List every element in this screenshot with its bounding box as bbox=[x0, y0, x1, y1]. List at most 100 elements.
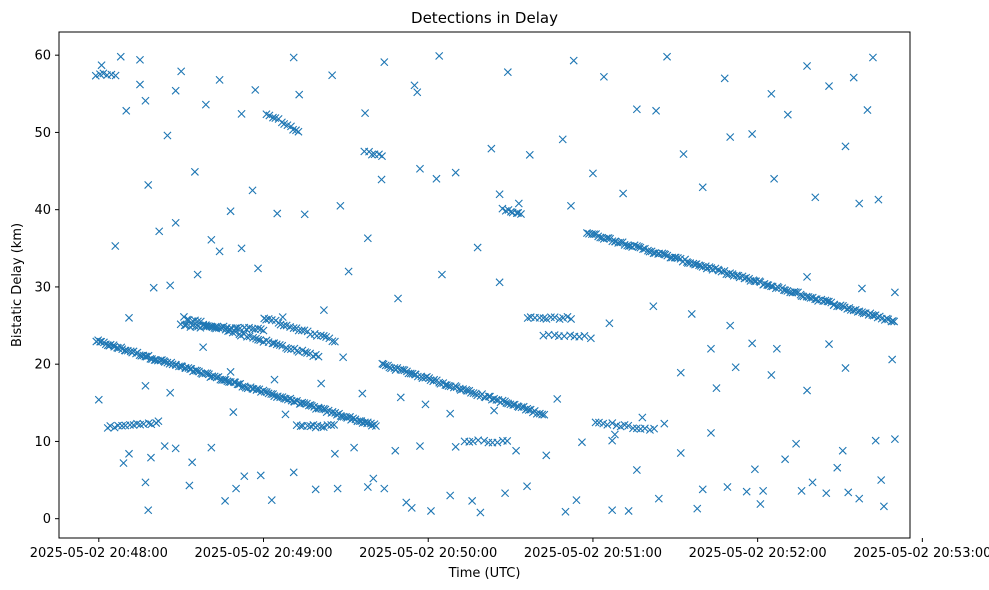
data-point bbox=[289, 468, 298, 477]
data-point bbox=[451, 168, 460, 177]
data-point bbox=[877, 476, 886, 485]
data-point bbox=[97, 337, 106, 346]
data-point bbox=[191, 322, 200, 331]
data-point bbox=[144, 506, 153, 515]
data-point bbox=[330, 449, 339, 458]
data-point bbox=[717, 267, 726, 276]
data-point bbox=[767, 282, 775, 291]
data-point bbox=[517, 403, 526, 412]
data-point bbox=[289, 324, 298, 333]
y-tick-label: 0 bbox=[43, 512, 51, 527]
data-point bbox=[495, 278, 504, 287]
data-point bbox=[811, 193, 820, 202]
data-point bbox=[350, 443, 359, 452]
data-point bbox=[781, 286, 790, 295]
data-point bbox=[229, 408, 238, 417]
data-point bbox=[296, 422, 305, 431]
data-point bbox=[890, 317, 899, 326]
data-point bbox=[748, 339, 757, 348]
data-point bbox=[144, 419, 153, 428]
data-point bbox=[603, 420, 612, 429]
data-point bbox=[580, 331, 589, 340]
chart-title: Detections in Delay bbox=[411, 9, 558, 27]
data-point bbox=[180, 321, 189, 330]
x-axis-ticks: 2025-05-02 20:48:00 2025-05-02 20:49:00 20… bbox=[30, 538, 989, 561]
data-point bbox=[275, 341, 284, 349]
data-point bbox=[516, 210, 525, 219]
data-point bbox=[871, 436, 880, 445]
data-points bbox=[91, 51, 899, 517]
data-point bbox=[349, 414, 358, 423]
data-point bbox=[278, 313, 287, 322]
data-point bbox=[418, 374, 427, 383]
data-point bbox=[590, 230, 599, 239]
data-point bbox=[686, 259, 695, 268]
data-point bbox=[301, 348, 310, 357]
data-point bbox=[144, 180, 153, 189]
data-point bbox=[663, 52, 672, 61]
data-point bbox=[692, 260, 701, 269]
data-point bbox=[712, 384, 721, 393]
data-point bbox=[307, 401, 316, 410]
data-point bbox=[193, 366, 202, 375]
data-point bbox=[294, 127, 303, 136]
data-point bbox=[446, 491, 455, 500]
data-point bbox=[563, 312, 572, 321]
data-point bbox=[654, 494, 663, 503]
data-point bbox=[371, 422, 380, 431]
data-point bbox=[283, 345, 292, 354]
data-point bbox=[118, 421, 127, 430]
data-point bbox=[311, 485, 320, 494]
data-point bbox=[116, 52, 125, 61]
data-point bbox=[588, 169, 597, 178]
data-point bbox=[888, 355, 897, 364]
data-point bbox=[230, 378, 239, 387]
data-point bbox=[237, 109, 246, 118]
data-point bbox=[698, 262, 707, 271]
x-tick-label: 2025-05-02 20:52:00 bbox=[689, 546, 827, 561]
data-point bbox=[254, 335, 263, 344]
data-point bbox=[323, 421, 332, 430]
data-point bbox=[149, 283, 158, 292]
data-point bbox=[629, 424, 638, 433]
data-point bbox=[844, 488, 853, 497]
data-point bbox=[193, 270, 202, 279]
data-point bbox=[381, 361, 390, 370]
data-point bbox=[363, 483, 372, 492]
data-point bbox=[233, 323, 242, 332]
data-point bbox=[859, 309, 868, 318]
data-point bbox=[199, 343, 208, 352]
data-point bbox=[616, 238, 625, 247]
data-point bbox=[202, 322, 211, 331]
data-point bbox=[836, 301, 845, 310]
data-point bbox=[207, 443, 216, 452]
data-point bbox=[706, 344, 715, 353]
data-point bbox=[731, 363, 740, 372]
data-point bbox=[212, 373, 221, 382]
data-point bbox=[611, 237, 620, 246]
data-point bbox=[825, 340, 834, 349]
data-point bbox=[314, 352, 323, 361]
data-point bbox=[608, 436, 617, 445]
data-point bbox=[432, 174, 441, 183]
data-point bbox=[503, 68, 512, 77]
data-point bbox=[103, 341, 112, 350]
data-point bbox=[267, 496, 276, 505]
data-point bbox=[270, 339, 279, 348]
data-point bbox=[504, 399, 513, 408]
data-point bbox=[141, 381, 150, 390]
data-point bbox=[602, 234, 611, 243]
data-point bbox=[190, 167, 199, 176]
data-point bbox=[171, 218, 180, 227]
y-tick-label: 30 bbox=[34, 280, 51, 295]
data-point bbox=[207, 235, 216, 244]
data-point bbox=[327, 421, 336, 429]
y-tick-label: 10 bbox=[34, 435, 51, 450]
data-point bbox=[781, 455, 790, 464]
data-point bbox=[218, 376, 227, 384]
data-point bbox=[632, 105, 641, 114]
data-point bbox=[369, 474, 378, 483]
data-point bbox=[599, 234, 608, 243]
data-point bbox=[495, 190, 504, 199]
data-point bbox=[94, 395, 103, 404]
